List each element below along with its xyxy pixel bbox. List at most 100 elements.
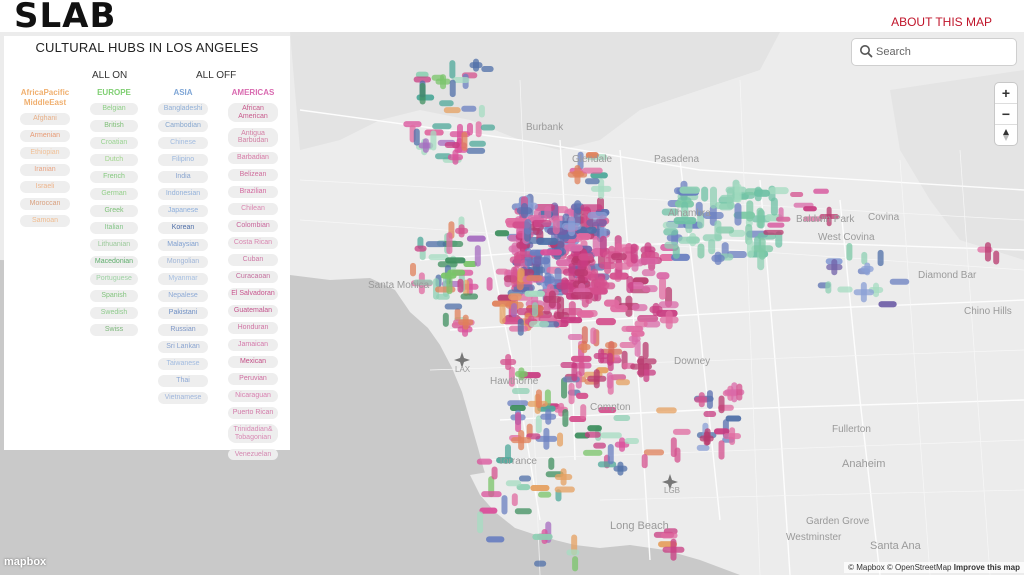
- culture-toggle-swiss[interactable]: Swiss: [90, 324, 138, 336]
- culture-toggle-costa-rican[interactable]: Costa Rican: [228, 237, 278, 249]
- culture-toggle-israeli[interactable]: Israeli: [20, 181, 70, 193]
- place-label-hawthorne: Hawthorne: [490, 376, 539, 387]
- culture-toggle-venezuelan[interactable]: Venezuelan: [228, 448, 278, 460]
- culture-toggle-sri-lankan[interactable]: Sri Lankan: [158, 341, 208, 353]
- all-on-button[interactable]: ALL ON: [92, 70, 128, 81]
- place-label-westminster: Westminster: [786, 532, 842, 543]
- all-off-button[interactable]: ALL OFF: [196, 70, 237, 81]
- column-americas: AMERICAS African American Antigua Barbudan…: [228, 88, 278, 466]
- mapbox-logo[interactable]: mapbox: [4, 556, 47, 568]
- culture-toggle-guatemalan[interactable]: Guatemalan: [228, 305, 278, 317]
- place-label-lax: LAX: [455, 365, 471, 374]
- compass-icon[interactable]: [995, 125, 1017, 145]
- culture-toggle-curacaoan[interactable]: Curacaoan: [228, 271, 278, 283]
- culture-toggle-barbadian[interactable]: Barbadian: [228, 152, 278, 164]
- place-label-chino-hills: Chino Hills: [964, 306, 1012, 317]
- culture-toggle-taiwanese[interactable]: Taiwanese: [158, 358, 208, 370]
- culture-toggle-colombian[interactable]: Colombian: [228, 220, 278, 232]
- culture-toggle-mongolian[interactable]: Mongolian: [158, 256, 208, 268]
- culture-toggle-chilean[interactable]: Chilean: [228, 203, 278, 215]
- lax-airport-icon: [454, 352, 470, 368]
- culture-toggle-honduran[interactable]: Honduran: [228, 322, 278, 334]
- zoom-divider: [995, 124, 1017, 125]
- culture-toggle-malaysian[interactable]: Malaysian: [158, 239, 208, 251]
- culture-toggle-indonesian[interactable]: Indonesian: [158, 188, 208, 200]
- culture-toggle-cuban[interactable]: Cuban: [228, 254, 278, 266]
- map-attribution: © Mapbox © OpenStreetMap Improve this ma…: [844, 562, 1024, 573]
- culture-toggle-puerto-rican[interactable]: Puerto Rican: [228, 407, 278, 419]
- search-input[interactable]: [876, 43, 1010, 61]
- culture-toggle-afghani[interactable]: Afghani: [20, 113, 70, 125]
- culture-toggle-belizean[interactable]: Belizean: [228, 169, 278, 181]
- place-label-pasadena: Pasadena: [654, 154, 700, 165]
- culture-toggle-croatian[interactable]: Croatian: [90, 137, 138, 149]
- culture-toggle-samoan[interactable]: Samoan: [20, 215, 70, 227]
- culture-toggle-italian[interactable]: Italian: [90, 222, 138, 234]
- panel-title: CULTURAL HUBS IN LOS ANGELES: [35, 40, 259, 55]
- place-label-covina: Covina: [868, 212, 900, 223]
- culture-toggle-spanish[interactable]: Spanish: [90, 290, 138, 302]
- culture-toggle-macedonian[interactable]: Macedonian: [90, 256, 138, 268]
- culture-toggle-moroccan[interactable]: Moroccan: [20, 198, 70, 210]
- improve-map-link[interactable]: Improve this map: [953, 563, 1020, 572]
- column-asia: ASIA Bangladeshi Cambodian Chinese Filipino I…: [158, 88, 208, 409]
- place-label-torrance: Torrance: [498, 456, 537, 467]
- place-label-fullerton: Fullerton: [832, 424, 871, 435]
- culture-toggle-vietnamese[interactable]: Vietnamese: [158, 392, 208, 404]
- place-label-garden-grove: Garden Grove: [806, 516, 870, 527]
- culture-toggle-belgian[interactable]: Belgian: [90, 103, 138, 115]
- slab-logo[interactable]: SLAB: [14, 0, 117, 36]
- culture-toggle-nepalese[interactable]: Nepalese: [158, 290, 208, 302]
- culture-toggle-greek[interactable]: Greek: [90, 205, 138, 217]
- place-label-compton: Compton: [590, 402, 631, 413]
- place-label-downey: Downey: [674, 356, 711, 367]
- search-icon: [860, 45, 873, 58]
- zoom-in-button[interactable]: +: [1001, 85, 1011, 101]
- culture-toggle-korean[interactable]: Korean: [158, 222, 208, 234]
- culture-toggle-british[interactable]: British: [90, 120, 138, 132]
- culture-toggle-lithuanian[interactable]: Lithuanian: [90, 239, 138, 251]
- culture-toggle-dutch[interactable]: Dutch: [90, 154, 138, 166]
- culture-toggle-bangladeshi[interactable]: Bangladeshi: [158, 103, 208, 115]
- about-this-map-link[interactable]: ABOUT THIS MAP: [891, 15, 992, 29]
- filter-panel: CULTURAL HUBS IN LOS ANGELES ALL ON ALL …: [4, 36, 290, 460]
- culture-toggle-japanese[interactable]: Japanese: [158, 205, 208, 217]
- culture-toggle-chinese[interactable]: Chinese: [158, 137, 208, 149]
- zoom-divider: [995, 103, 1017, 104]
- culture-toggle-filipino[interactable]: Filipino: [158, 154, 208, 166]
- culture-toggle-ethiopian[interactable]: Ethiopian: [20, 147, 70, 159]
- attribution-text[interactable]: © Mapbox © OpenStreetMap: [848, 563, 952, 572]
- culture-toggle-mexican[interactable]: Mexican: [228, 356, 278, 368]
- culture-toggle-el-salvadoran[interactable]: El Salvadoran: [228, 288, 278, 300]
- culture-toggle-russian[interactable]: Russian: [158, 324, 208, 336]
- culture-toggle-brazilian[interactable]: Brazilian: [228, 186, 278, 198]
- culture-toggle-french[interactable]: French: [90, 171, 138, 183]
- culture-toggle-india[interactable]: India: [158, 171, 208, 183]
- zoom-controls: + −: [995, 83, 1017, 145]
- place-label-diamond-bar: Diamond Bar: [918, 270, 977, 281]
- culture-toggle-cambodian[interactable]: Cambodian: [158, 120, 208, 132]
- culture-toggle-african-american[interactable]: African American: [228, 103, 278, 122]
- culture-toggle-german[interactable]: German: [90, 188, 138, 200]
- culture-toggle-pakistani[interactable]: Pakistani: [158, 307, 208, 319]
- top-header: SLAB ABOUT THIS MAP: [0, 0, 1024, 36]
- cultural-hub-markers: [403, 58, 1000, 572]
- culture-toggle-myanmar[interactable]: Myanmar: [158, 273, 208, 285]
- culture-toggle-jamaican[interactable]: Jamaican: [228, 339, 278, 351]
- place-label-glendale: Glendale: [572, 154, 613, 165]
- culture-toggle-nicaraguan[interactable]: Nicaraguan: [228, 390, 278, 402]
- zoom-out-button[interactable]: −: [1001, 106, 1011, 122]
- search-box[interactable]: [852, 39, 1016, 65]
- place-label-santa-monica: Santa Monica: [368, 280, 430, 291]
- culture-toggle-peruvian[interactable]: Peruvian: [228, 373, 278, 385]
- culture-toggle-trinidadian-tobagonian[interactable]: Trinidadian& Tobagonian: [228, 424, 278, 443]
- culture-toggle-antigua-barbudan[interactable]: Antigua Barbudan: [228, 127, 278, 147]
- place-label-lgb: LGB: [664, 486, 681, 495]
- culture-toggle-armenian[interactable]: Armenian: [20, 130, 70, 142]
- place-label-santa-ana: Santa Ana: [870, 540, 921, 552]
- culture-toggle-thai[interactable]: Thai: [158, 375, 208, 387]
- culture-toggle-portuguese[interactable]: Portuguese: [90, 273, 138, 285]
- culture-toggle-swedish[interactable]: Swedish: [90, 307, 138, 319]
- place-label-baldwin-park: Baldwin Park: [796, 214, 855, 225]
- culture-toggle-iranian[interactable]: Iranian: [20, 164, 70, 176]
